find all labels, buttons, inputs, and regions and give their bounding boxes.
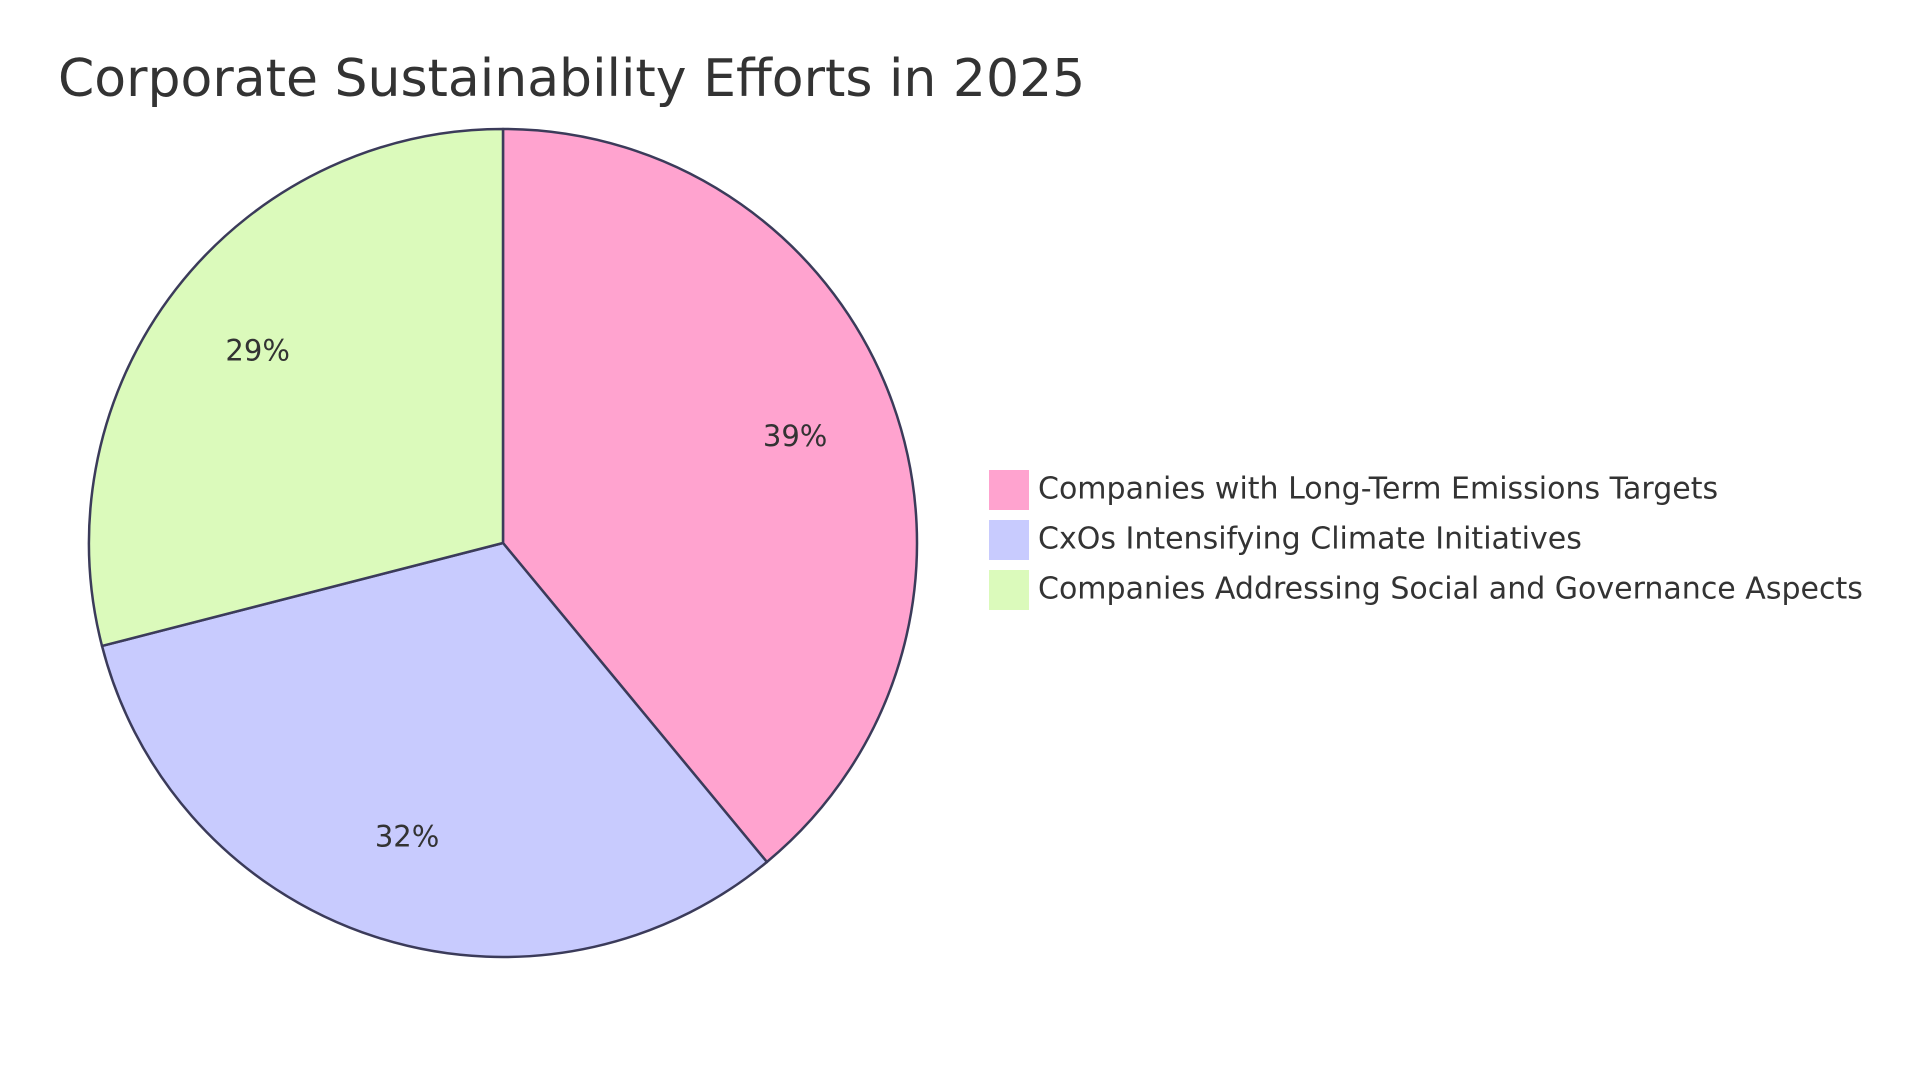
chart-legend: Companies with Long-Term Emissions Targe… xyxy=(987,468,1863,612)
legend-swatch-1 xyxy=(987,518,1031,562)
pie-slice-labels: 39% 32% 29% xyxy=(225,334,827,854)
legend-label-2: Companies Addressing Social and Governan… xyxy=(1038,572,1863,607)
legend-swatch-2 xyxy=(987,568,1031,612)
slice-label-1: 32% xyxy=(375,819,439,853)
pie-slice-1 xyxy=(100,541,769,959)
pie-slice-2 xyxy=(87,127,505,648)
chart-title: Corporate Sustainability Efforts in 2025 xyxy=(58,49,1085,109)
legend-label-1: CxOs Intensifying Climate Initiatives xyxy=(1038,522,1582,557)
pie-slice-0 xyxy=(501,127,919,864)
slice-label-0: 39% xyxy=(763,419,827,453)
pie-slices xyxy=(87,127,919,959)
legend-swatch-0 xyxy=(987,468,1031,512)
slice-label-2: 29% xyxy=(225,334,289,368)
legend-label-0: Companies with Long-Term Emissions Targe… xyxy=(1038,472,1718,507)
